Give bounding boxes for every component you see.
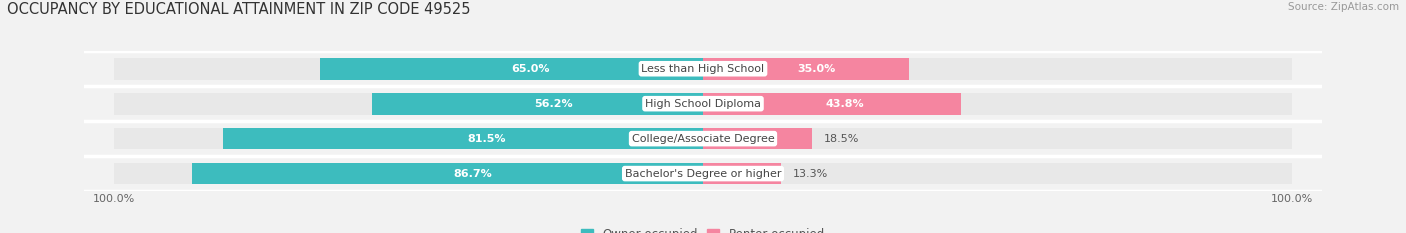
Text: 13.3%: 13.3% <box>793 169 828 178</box>
Bar <box>703 93 962 114</box>
Bar <box>114 93 1292 114</box>
Text: 43.8%: 43.8% <box>825 99 865 109</box>
Text: 81.5%: 81.5% <box>468 134 506 144</box>
Bar <box>703 163 782 185</box>
Text: 18.5%: 18.5% <box>824 134 859 144</box>
Bar <box>222 128 703 150</box>
Bar <box>193 163 703 185</box>
Text: 86.7%: 86.7% <box>454 169 492 178</box>
Bar <box>114 58 1292 80</box>
Text: Bachelor's Degree or higher: Bachelor's Degree or higher <box>624 169 782 178</box>
Bar <box>114 163 1292 185</box>
Text: College/Associate Degree: College/Associate Degree <box>631 134 775 144</box>
Bar <box>703 58 910 80</box>
Text: 35.0%: 35.0% <box>797 64 835 74</box>
Legend: Owner-occupied, Renter-occupied: Owner-occupied, Renter-occupied <box>581 228 825 233</box>
Bar <box>371 93 703 114</box>
Bar <box>114 128 1292 150</box>
Bar <box>703 128 813 150</box>
Text: High School Diploma: High School Diploma <box>645 99 761 109</box>
Text: Less than High School: Less than High School <box>641 64 765 74</box>
Text: 65.0%: 65.0% <box>512 64 550 74</box>
Bar <box>321 58 703 80</box>
Text: 56.2%: 56.2% <box>534 99 574 109</box>
Text: OCCUPANCY BY EDUCATIONAL ATTAINMENT IN ZIP CODE 49525: OCCUPANCY BY EDUCATIONAL ATTAINMENT IN Z… <box>7 2 471 17</box>
Text: Source: ZipAtlas.com: Source: ZipAtlas.com <box>1288 2 1399 12</box>
